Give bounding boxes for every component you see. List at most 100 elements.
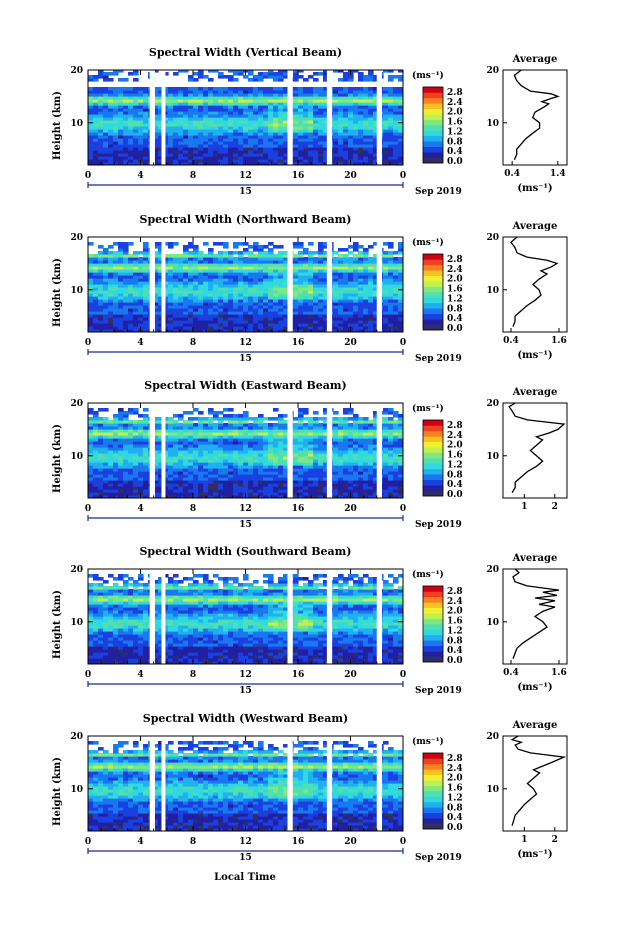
heatmap-cell	[398, 269, 403, 273]
heatmap-cell	[388, 144, 394, 148]
heatmap-cell	[278, 305, 284, 309]
heatmap-cell	[403, 311, 409, 315]
heatmap-cell	[108, 78, 114, 82]
heatmap-cell	[263, 156, 269, 160]
heatmap-cell	[263, 162, 269, 165]
heatmap-cell	[103, 480, 109, 484]
heatmap-cell	[393, 444, 399, 448]
heatmap-cell	[133, 314, 139, 318]
heatmap-cell	[298, 141, 304, 145]
heatmap-cell	[113, 147, 119, 151]
heatmap-cell	[318, 257, 324, 261]
heatmap-cell	[303, 459, 309, 463]
heatmap-cell	[348, 135, 354, 139]
heatmap-cell	[358, 456, 364, 460]
heatmap-cell	[358, 129, 364, 133]
heatmap-cell	[293, 99, 299, 103]
heatmap-cell	[258, 99, 264, 103]
heatmap-cell	[338, 117, 344, 121]
heatmap-cell	[278, 462, 284, 466]
heatmap-cell	[313, 90, 319, 94]
heatmap-cell	[283, 90, 289, 94]
heatmap-cell	[178, 132, 184, 136]
heatmap-cell	[278, 483, 284, 487]
heatmap-cell	[213, 156, 219, 160]
heatmap-cell	[383, 323, 389, 327]
heatmap-cell	[208, 248, 214, 252]
heatmap-cell	[118, 78, 124, 82]
heatmap-cell	[183, 483, 189, 487]
heatmap-cell	[248, 308, 254, 312]
heatmap-cell	[283, 465, 289, 469]
heatmap-cell	[108, 108, 114, 112]
heatmap-cell	[183, 275, 189, 279]
heatmap-cell	[303, 308, 309, 312]
heatmap-cell	[298, 260, 304, 264]
heatmap-cell	[123, 87, 129, 91]
heatmap-cell	[213, 477, 219, 481]
heatmap-cell	[333, 465, 339, 469]
heatmap-cell	[363, 308, 369, 312]
heatmap-cell	[293, 293, 299, 297]
heatmap-cell	[248, 260, 254, 264]
heatmap-cell	[158, 245, 164, 249]
heatmap-cell	[348, 486, 354, 490]
heatmap-cell	[218, 120, 224, 124]
heatmap-cell	[398, 296, 403, 300]
heatmap-cell	[133, 102, 139, 106]
heatmap-cell	[103, 162, 109, 165]
heatmap-cell	[183, 477, 189, 481]
heatmap-cell	[128, 486, 134, 490]
heatmap-cell	[293, 260, 299, 264]
heatmap-cell	[153, 162, 159, 165]
heatmap-cell	[248, 447, 254, 451]
heatmap-cell	[188, 471, 194, 475]
heatmap-cell	[388, 471, 394, 475]
heatmap-cell	[228, 480, 234, 484]
heatmap-cell	[103, 93, 109, 97]
heatmap-cell	[133, 471, 139, 475]
heatmap-cell	[238, 290, 244, 294]
heatmap-cell	[283, 314, 289, 318]
heatmap-cell	[308, 474, 314, 478]
heatmap-cell	[118, 486, 124, 490]
heatmap-cell	[143, 120, 149, 124]
heatmap-cell	[263, 75, 269, 79]
heatmap-cell	[178, 495, 184, 498]
heatmap-cell	[103, 296, 109, 300]
heatmap-cell	[118, 70, 124, 73]
heatmap-cell	[143, 147, 149, 151]
panel-title: Spectral Width (Vertical Beam)	[149, 46, 342, 59]
heatmap-cell	[133, 111, 139, 115]
heatmap-cell	[398, 153, 403, 157]
heatmap-cell	[338, 78, 344, 82]
heatmap-cell	[298, 308, 304, 312]
heatmap-cell	[133, 87, 139, 91]
heatmap-cell	[98, 468, 104, 472]
heatmap-cell	[318, 483, 324, 487]
heatmap-cell	[98, 132, 104, 136]
heatmap-cell	[133, 320, 139, 324]
heatmap-cell	[158, 120, 164, 124]
heatmap-cell	[208, 117, 214, 121]
heatmap-cell	[393, 453, 399, 457]
heatmap-cell	[268, 251, 274, 255]
heatmap-cell	[263, 132, 269, 136]
heatmap-cell	[233, 453, 239, 457]
heatmap-cell	[373, 483, 379, 487]
heatmap-cell	[258, 453, 264, 457]
heatmap-cell	[348, 311, 354, 315]
heatmap-cell	[338, 447, 344, 451]
heatmap-cell	[258, 248, 264, 252]
heatmap-cell	[228, 251, 234, 255]
heatmap-cell	[163, 138, 169, 142]
heatmap-cell	[318, 456, 324, 460]
heatmap-cell	[143, 87, 149, 91]
heatmap-cell	[253, 99, 259, 103]
heatmap-cell	[158, 489, 164, 493]
heatmap-cell	[403, 296, 409, 300]
heatmap-cell	[93, 159, 99, 163]
heatmap-cell	[388, 141, 394, 145]
heatmap-cell	[173, 299, 179, 303]
heatmap-cell	[158, 263, 164, 267]
